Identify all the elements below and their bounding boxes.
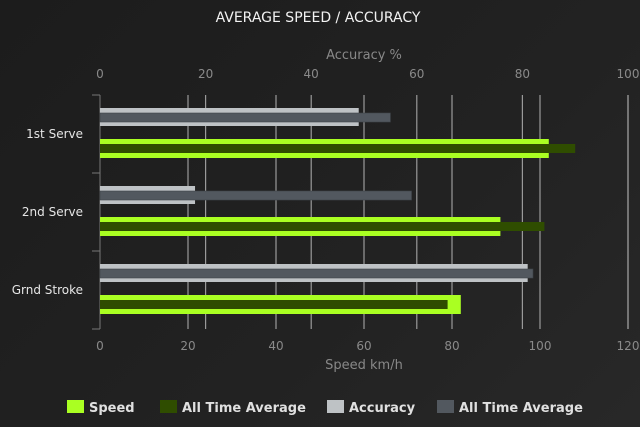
bottom-tick-label: 40: [268, 339, 283, 353]
legend-label: All Time Average: [459, 401, 583, 416]
bottom-tick-label: 60: [356, 339, 371, 353]
top-tick-label: 60: [409, 67, 424, 81]
category-label: 1st Serve: [26, 127, 83, 141]
bar-speed-all-time-average: [100, 222, 545, 231]
bar-speed-all-time-average: [100, 144, 576, 153]
legend-label: Speed: [89, 401, 135, 416]
category-label: 2nd Serve: [22, 205, 83, 219]
bottom-tick-label: 120: [617, 339, 640, 353]
bottom-tick-label: 20: [180, 339, 195, 353]
legend-swatch: [327, 400, 344, 413]
chart-title: AVERAGE SPEED / ACCURACY: [216, 10, 421, 26]
bottom-axis-label: Speed km/h: [325, 358, 403, 373]
bottom-tick-label: 100: [529, 339, 552, 353]
bar-accuracy-all-time-average: [99, 190, 412, 201]
legend-swatch: [160, 400, 177, 413]
bar-speed-all-time-average: [100, 300, 448, 309]
bar-accuracy-all-time-average: [99, 268, 534, 279]
top-tick-label: 0: [96, 67, 104, 81]
top-axis-label: Accuracy %: [326, 48, 402, 63]
bottom-tick-label: 0: [96, 339, 104, 353]
category-label: Grnd Stroke: [12, 283, 83, 297]
top-tick-label: 80: [515, 67, 530, 81]
legend-label: All Time Average: [182, 401, 306, 416]
top-tick-label: 40: [304, 67, 319, 81]
legend-swatch: [67, 400, 84, 413]
bar-accuracy-all-time-average: [99, 112, 391, 123]
legend-label: Accuracy: [349, 401, 416, 416]
legend-swatch: [437, 400, 454, 413]
top-tick-label: 20: [198, 67, 213, 81]
bottom-tick-label: 80: [444, 339, 459, 353]
top-tick-label: 100: [617, 67, 640, 81]
